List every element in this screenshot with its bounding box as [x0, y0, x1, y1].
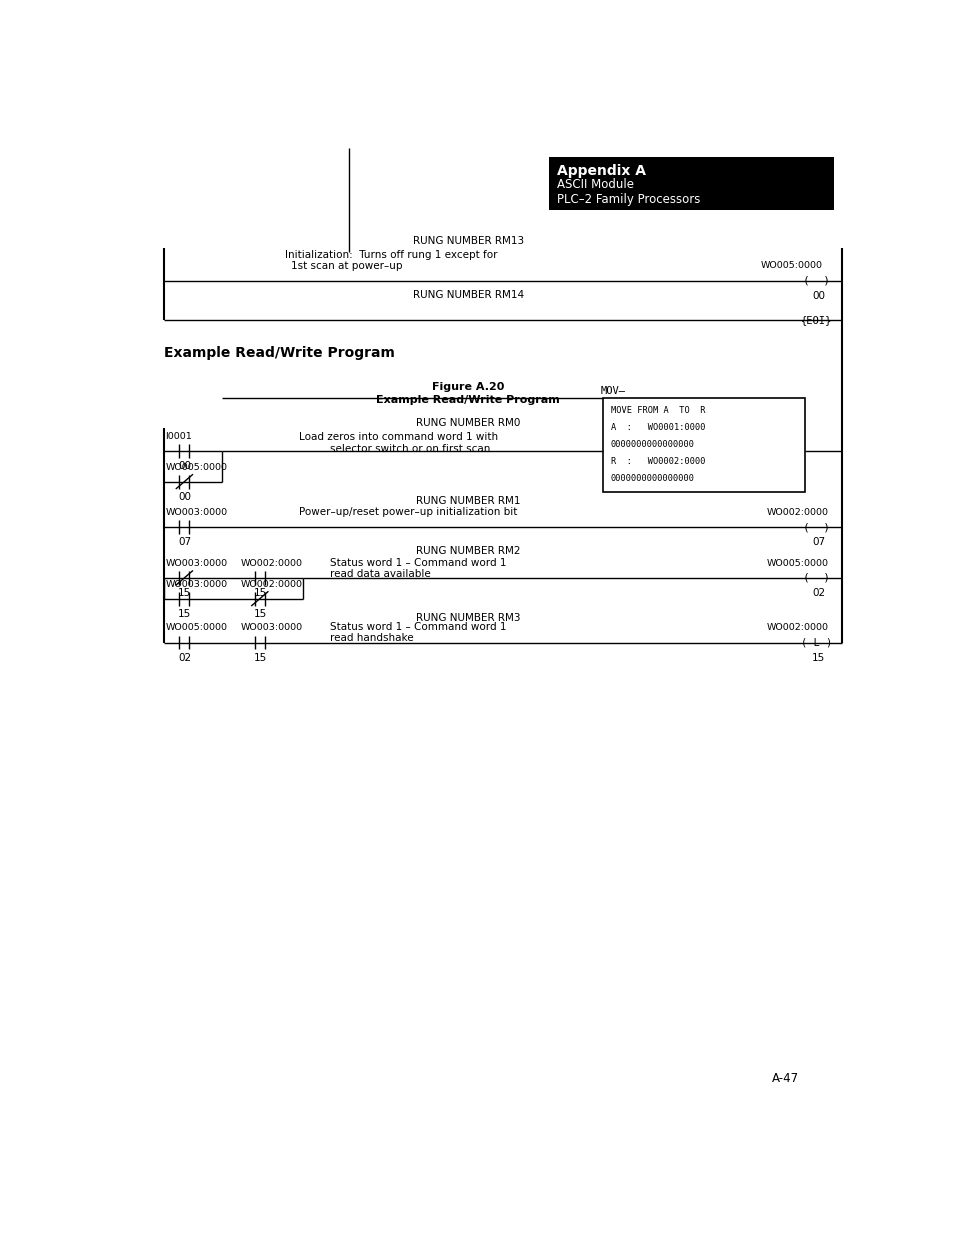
- Bar: [602, 399, 803, 493]
- Text: ASCII Module: ASCII Module: [557, 178, 633, 191]
- Text: WO002:0000: WO002:0000: [766, 508, 828, 517]
- Text: {EOI}: {EOI}: [801, 315, 832, 325]
- Text: 0000000000000000: 0000000000000000: [610, 440, 694, 450]
- Text: R  :   WO0002:0000: R : WO0002:0000: [610, 457, 704, 466]
- Text: Example Read/Write Program: Example Read/Write Program: [164, 346, 395, 359]
- Text: RUNG NUMBER RM3: RUNG NUMBER RM3: [416, 614, 519, 624]
- Text: WO003:0000: WO003:0000: [166, 579, 228, 589]
- Text: RUNG NUMBER RM0: RUNG NUMBER RM0: [416, 417, 519, 427]
- Text: Figure A.20: Figure A.20: [432, 383, 504, 393]
- Text: WO002:0000: WO002:0000: [241, 559, 303, 568]
- Text: 07: 07: [811, 537, 824, 547]
- Text: 00: 00: [178, 492, 191, 501]
- Text: (  ): ( ): [802, 275, 829, 285]
- Text: PLC–2 Family Processors: PLC–2 Family Processors: [557, 193, 700, 205]
- Text: read handshake: read handshake: [329, 634, 413, 643]
- Text: WO003:0000: WO003:0000: [166, 508, 228, 517]
- Text: WO003:0000: WO003:0000: [241, 622, 303, 632]
- Text: read data available: read data available: [329, 569, 430, 579]
- Text: RUNG NUMBER RM2: RUNG NUMBER RM2: [416, 546, 519, 556]
- Text: WO005:0000: WO005:0000: [760, 261, 821, 270]
- Text: MOVE FROM A  TO  R: MOVE FROM A TO R: [610, 406, 704, 415]
- Text: WO002:0000: WO002:0000: [766, 622, 828, 632]
- Text: WO002:0000: WO002:0000: [241, 579, 303, 589]
- Text: 02: 02: [811, 588, 824, 598]
- Text: Appendix A: Appendix A: [557, 164, 645, 178]
- Text: Power–up/reset power–up initialization bit: Power–up/reset power–up initialization b…: [298, 508, 517, 517]
- Text: Example Read/Write Program: Example Read/Write Program: [375, 395, 559, 405]
- Text: RUNG NUMBER RM1: RUNG NUMBER RM1: [416, 496, 519, 506]
- Text: 15: 15: [178, 588, 192, 598]
- Text: 15: 15: [253, 652, 267, 662]
- Text: RUNG NUMBER RM13: RUNG NUMBER RM13: [412, 236, 523, 246]
- Text: WO005:0000: WO005:0000: [166, 463, 227, 472]
- Text: RUNG NUMBER RM14: RUNG NUMBER RM14: [412, 290, 523, 300]
- Text: 15: 15: [178, 609, 192, 619]
- Text: A  :   WO0001:0000: A : WO0001:0000: [610, 422, 704, 432]
- Text: I0001: I0001: [166, 432, 193, 441]
- Text: Initialization:  Turns off rung 1 except for: Initialization: Turns off rung 1 except …: [285, 249, 497, 259]
- Text: 00: 00: [811, 290, 824, 300]
- Text: ( L ): ( L ): [801, 637, 832, 647]
- Text: 00: 00: [178, 461, 191, 471]
- Text: (  ): ( ): [802, 573, 829, 583]
- Text: A-47: A-47: [771, 1072, 799, 1086]
- Text: (  ): ( ): [802, 522, 829, 532]
- Text: WO005:0000: WO005:0000: [166, 622, 227, 632]
- Text: 02: 02: [178, 652, 192, 662]
- Text: 07: 07: [178, 537, 192, 547]
- Text: WO005:0000: WO005:0000: [766, 559, 828, 568]
- Text: MOV—: MOV—: [600, 387, 625, 396]
- Text: Status word 1 – Command word 1: Status word 1 – Command word 1: [329, 558, 505, 568]
- Text: 15: 15: [253, 609, 267, 619]
- Text: 15: 15: [811, 652, 824, 662]
- Bar: [548, 157, 833, 210]
- Text: WO003:0000: WO003:0000: [166, 559, 228, 568]
- Text: 0000000000000000: 0000000000000000: [610, 474, 694, 483]
- Text: selector switch or on first scan: selector switch or on first scan: [329, 443, 490, 454]
- Text: Status word 1 – Command word 1: Status word 1 – Command word 1: [329, 621, 505, 632]
- Text: Load zeros into command word 1 with: Load zeros into command word 1 with: [298, 431, 497, 442]
- Text: 1st scan at power–up: 1st scan at power–up: [291, 262, 402, 272]
- Text: 15: 15: [253, 588, 267, 598]
